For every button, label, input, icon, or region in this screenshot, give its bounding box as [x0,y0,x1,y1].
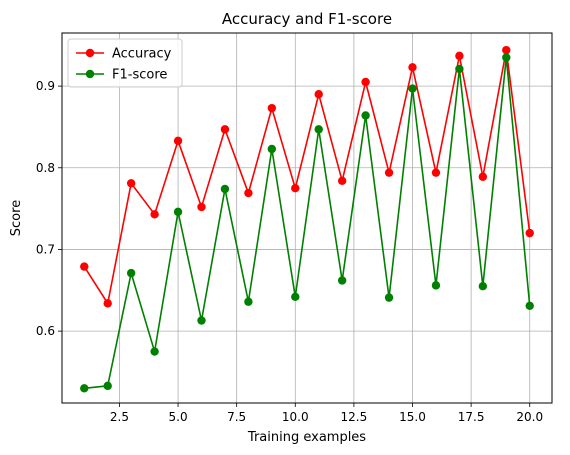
x-tick-label: 7.5 [227,410,246,424]
axis-ticks: 2.5 5.0 7.5 10.0 12.5 15.0 17.5 20.0 0.6 0.7 0.8 0.… [36,79,543,424]
data-point [361,111,370,120]
data-point [337,276,347,285]
data-point [314,90,323,99]
data-point [478,282,488,291]
data-point [80,384,89,393]
data-point [197,316,206,325]
data-point [361,77,370,87]
series-line [84,57,531,390]
x-tick-label: 17.5 [458,410,485,424]
data-point [291,183,300,193]
legend-label: Accuracy [112,47,172,62]
data-point [244,188,253,198]
data-point [80,262,89,271]
data-point [267,144,277,154]
y-tick-label: 0.7 [36,242,55,256]
x-tick-label: 12.5 [341,410,368,424]
y-tick-label: 0.9 [36,79,55,93]
series-accuracy [80,45,534,308]
x-tick-label: 2.5 [110,410,129,424]
legend-marker [85,69,95,79]
data-point [150,347,159,356]
series-f1-score [80,53,534,393]
data-point [103,299,112,308]
y-axis-title: Score [9,200,24,236]
data-point [197,202,206,212]
data-point [502,53,511,62]
data-point [408,84,417,93]
y-tick-label: 0.6 [36,324,55,338]
data-point [337,176,347,186]
x-tick-label: 20.0 [516,410,543,424]
data-point [478,172,488,181]
y-tick-label: 0.8 [36,161,55,175]
x-axis-title: Training examples [247,430,366,445]
data-point [220,125,230,134]
data-point [173,136,183,146]
data-point [455,64,464,74]
data-point [408,63,417,72]
data-point [502,45,511,55]
data-point [220,184,230,194]
data-point [314,125,323,134]
x-tick-label: 15.0 [399,410,426,424]
x-tick-label: 10.0 [282,410,309,424]
data-point [525,301,534,311]
data-point [431,168,441,177]
data-point [384,293,394,302]
data-point [173,207,183,217]
legend-label: F1-score [112,68,167,83]
legend-box [67,38,183,88]
chart-title: Accuracy and F1-score [222,10,392,28]
data-point [431,281,441,290]
data-point [126,268,136,278]
legend: Accuracy F1-score [67,38,183,88]
legend-marker [85,48,95,58]
data-point [126,179,136,188]
data-point [525,228,534,238]
x-tick-label: 5.0 [169,410,188,424]
series-layer [80,45,534,393]
data-point [291,292,300,302]
data-point [455,51,464,61]
data-point [384,168,394,177]
plot-frame [61,32,553,404]
data-point [244,297,253,306]
data-point [267,103,277,113]
series-line [83,50,531,306]
data-point [150,210,159,219]
data-point [103,381,112,391]
